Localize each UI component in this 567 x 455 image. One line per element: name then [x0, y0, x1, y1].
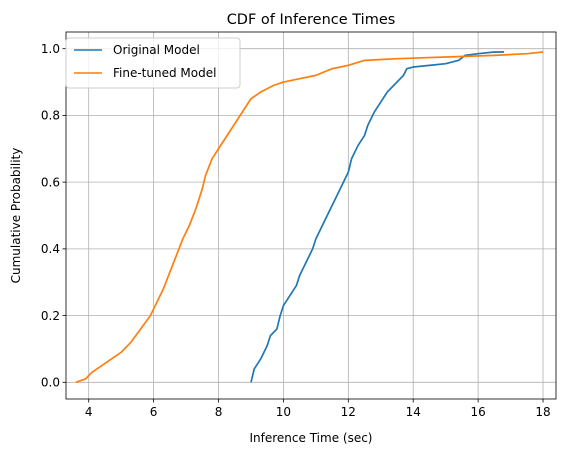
chart-title: CDF of Inference Times [227, 12, 396, 28]
y-tick-label: 1.0 [41, 42, 60, 56]
ticks: 4 6 8 10 12 14 16 18 0.0 0.2 0.4 0.6 0.8 1.0 [41, 42, 551, 419]
y-tick-label: 0.4 [41, 242, 60, 256]
y-tick-label: 0.6 [41, 175, 60, 189]
plot-frame [65, 31, 557, 400]
y-tick-label: 0.8 [41, 109, 60, 123]
series-layer [75, 51, 544, 384]
x-tick-label: 6 [150, 405, 158, 419]
legend: Original Model Fine-tuned Model [65, 37, 241, 89]
series-line-original-model [250, 51, 505, 383]
legend-box [65, 37, 241, 89]
y-tick-label: 0.2 [41, 309, 60, 323]
legend-label-original-model: Original Model [113, 43, 200, 57]
x-tick-label: 12 [341, 405, 356, 419]
legend-label-fine-tuned-model: Fine-tuned Model [113, 66, 216, 80]
x-tick-label: 14 [406, 405, 421, 419]
x-tick-label: 10 [276, 405, 291, 419]
y-tick-label: 0.0 [41, 376, 60, 390]
x-tick-label: 8 [215, 405, 223, 419]
x-tick-label: 4 [85, 405, 93, 419]
series-line-fine-tuned-model [75, 51, 544, 384]
x-axis-title: Inference Time (sec) [250, 431, 373, 445]
y-axis-title: Cumulative Probability [9, 148, 23, 284]
x-tick-label: 18 [535, 405, 550, 419]
grid [66, 32, 556, 399]
x-tick-label: 16 [470, 405, 485, 419]
